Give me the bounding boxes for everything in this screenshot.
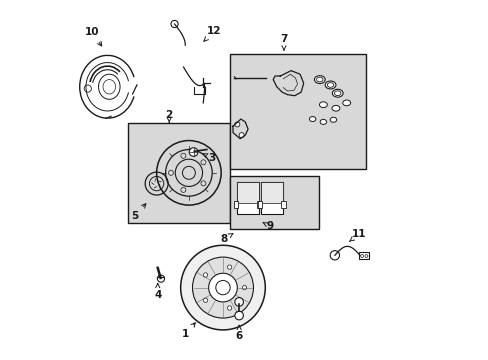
Ellipse shape xyxy=(314,76,325,84)
Ellipse shape xyxy=(332,89,343,97)
Text: 2: 2 xyxy=(165,110,172,122)
Text: 9: 9 xyxy=(263,221,273,231)
Text: 8: 8 xyxy=(220,234,232,244)
Bar xyxy=(359,252,368,259)
Bar xyxy=(230,176,319,229)
Bar xyxy=(257,201,262,208)
Ellipse shape xyxy=(319,102,326,108)
Text: 5: 5 xyxy=(131,204,145,221)
Circle shape xyxy=(192,257,253,318)
Ellipse shape xyxy=(342,100,350,106)
Circle shape xyxy=(234,311,243,320)
Ellipse shape xyxy=(309,117,315,122)
Bar xyxy=(233,201,238,208)
Bar xyxy=(230,54,366,168)
Bar xyxy=(236,182,258,214)
Circle shape xyxy=(239,133,244,138)
Circle shape xyxy=(180,245,265,330)
Ellipse shape xyxy=(331,105,339,111)
Ellipse shape xyxy=(320,120,326,125)
Bar xyxy=(260,182,282,214)
Circle shape xyxy=(208,273,237,302)
Bar xyxy=(257,201,261,208)
Circle shape xyxy=(203,298,207,302)
Bar xyxy=(260,182,282,203)
Text: 10: 10 xyxy=(84,27,102,46)
Bar xyxy=(281,201,285,208)
Circle shape xyxy=(227,265,231,269)
Bar xyxy=(236,182,258,203)
Bar xyxy=(128,123,230,223)
Circle shape xyxy=(227,306,231,310)
Text: 6: 6 xyxy=(235,325,242,341)
Text: 1: 1 xyxy=(182,323,195,339)
Ellipse shape xyxy=(325,81,335,89)
Circle shape xyxy=(203,273,207,277)
Text: 4: 4 xyxy=(154,284,161,300)
Circle shape xyxy=(329,251,339,260)
Ellipse shape xyxy=(329,117,336,122)
Circle shape xyxy=(234,298,243,306)
Text: 12: 12 xyxy=(203,26,221,41)
Circle shape xyxy=(234,122,239,127)
Circle shape xyxy=(157,275,164,282)
Text: 7: 7 xyxy=(280,35,287,50)
Text: 11: 11 xyxy=(348,229,366,242)
Text: 3: 3 xyxy=(203,153,215,163)
Circle shape xyxy=(242,285,246,290)
Circle shape xyxy=(189,148,198,156)
